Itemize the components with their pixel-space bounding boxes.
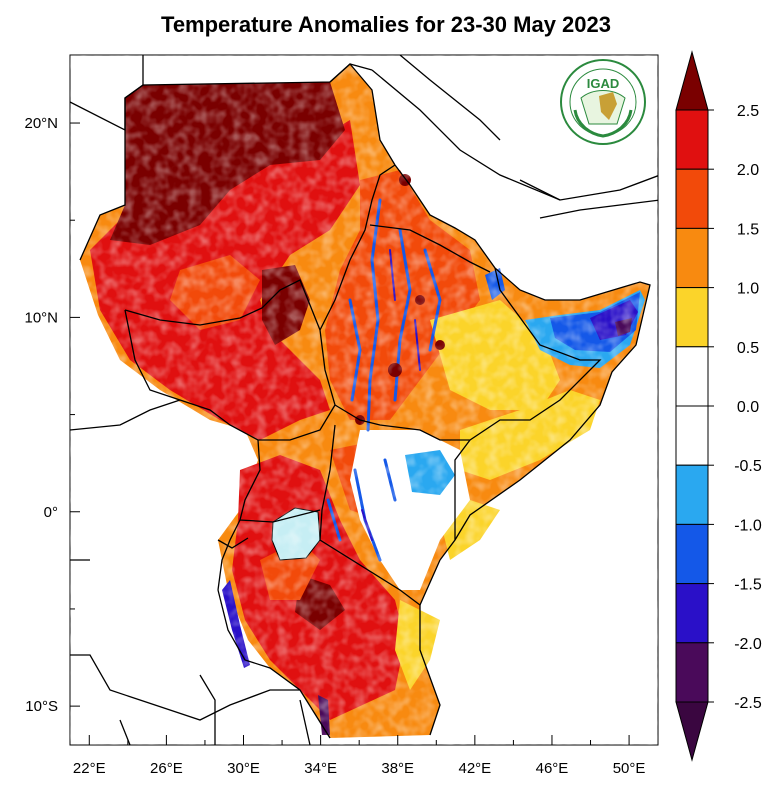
map-title: Temperature Anomalies for 23-30 May 2023 bbox=[161, 12, 611, 37]
lon-tick-label: 34°E bbox=[304, 760, 337, 777]
colorbar-label: 1.0 bbox=[737, 281, 759, 298]
lat-tick-label: 10°N bbox=[24, 309, 58, 326]
lon-tick-label: 22°E bbox=[73, 760, 106, 777]
lon-axis: 22°E 26°E 30°E 34°E 38°E 42°E 46°E 50°E bbox=[73, 735, 646, 777]
colorbar-label: -0.5 bbox=[734, 458, 762, 475]
colorbar-label: 2.0 bbox=[737, 162, 759, 179]
lon-tick-label: 50°E bbox=[613, 760, 646, 777]
colorbar: 2.5 2.0 1.5 1.0 0.5 0.0 -0.5 -1.0 -1.5 -2.0 -2.5 bbox=[675, 50, 762, 762]
colorbar-box bbox=[675, 464, 709, 525]
colorbar-box bbox=[675, 346, 709, 407]
colorbar-box bbox=[675, 523, 709, 585]
colorbar-label: -2.0 bbox=[734, 636, 762, 653]
colorbar-box bbox=[675, 642, 709, 703]
lon-tick-label: 30°E bbox=[227, 760, 260, 777]
logo-text: IGAD bbox=[587, 76, 620, 91]
colorbar-label: -1.5 bbox=[734, 577, 762, 594]
colorbar-box bbox=[675, 227, 709, 289]
colorbar-label: -1.0 bbox=[734, 517, 762, 534]
lat-tick-label: 10°S bbox=[25, 698, 58, 715]
colorbar-label: 1.5 bbox=[737, 221, 759, 238]
lon-tick-label: 38°E bbox=[381, 760, 414, 777]
lon-tick-label: 42°E bbox=[459, 760, 492, 777]
country-boundaries bbox=[70, 55, 658, 745]
colorbar-box bbox=[675, 583, 709, 644]
colorbar-box bbox=[675, 287, 709, 348]
colorbar-label: 0.5 bbox=[737, 340, 759, 357]
lon-tick-label: 26°E bbox=[150, 760, 183, 777]
colorbar-label: 0.0 bbox=[737, 399, 759, 416]
anomaly-field bbox=[70, 55, 658, 745]
colorbar-bottom-triangle bbox=[675, 701, 709, 762]
colorbar-top-triangle bbox=[675, 50, 709, 111]
lon-tick-label: 46°E bbox=[536, 760, 569, 777]
colorbar-box bbox=[675, 109, 709, 170]
lat-tick-label: 0° bbox=[44, 504, 58, 521]
colorbar-label: 2.5 bbox=[737, 103, 759, 120]
colorbar-box bbox=[675, 168, 709, 229]
lat-axis: 20°N 10°N 0° 10°S bbox=[24, 115, 80, 715]
lat-tick-label: 20°N bbox=[24, 115, 58, 132]
igad-logo: IGAD bbox=[560, 59, 646, 145]
colorbar-box bbox=[675, 405, 709, 466]
colorbar-label: -2.5 bbox=[734, 695, 762, 712]
